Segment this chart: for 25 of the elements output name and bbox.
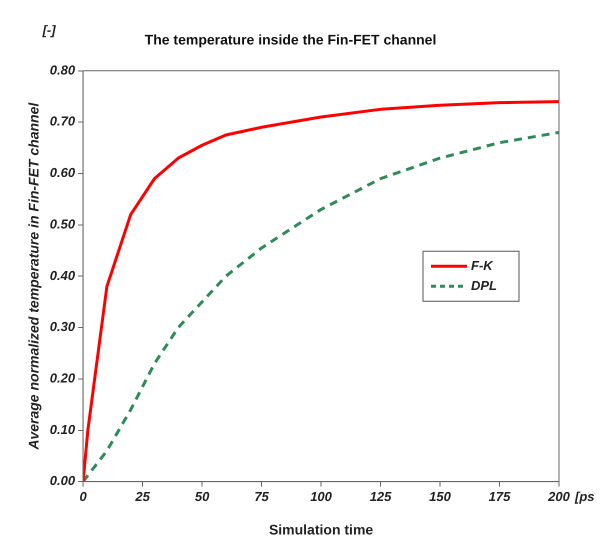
x-tick-label: 125	[370, 488, 392, 504]
x-tick-label: 175	[488, 488, 512, 504]
x-tick-label: 25	[134, 488, 151, 504]
legend-label: DPL	[471, 278, 498, 293]
y-tick-label: 0.30	[50, 319, 76, 334]
x-tick-label: 200	[547, 488, 571, 504]
text: [-]	[42, 22, 56, 38]
x-tick-label: 100	[310, 488, 333, 504]
x-tick-label: 150	[429, 488, 452, 504]
y-axis-title: Average normalized temperature in Fin-FET channel	[25, 102, 42, 451]
text: [ps	[574, 489, 594, 504]
x-tick-label: 50	[194, 488, 210, 504]
y-tick-label: 0.00	[50, 473, 76, 488]
y-tick-label: 0.20	[50, 370, 76, 386]
y-tick-label: 0.40	[50, 268, 76, 283]
x-tick-label: 75	[254, 488, 270, 504]
x-axis-title: Simulation time	[268, 521, 374, 538]
y-tick-label: 0.50	[50, 216, 76, 232]
legend-label: F-K	[471, 258, 494, 273]
chart-title: The temperature inside the Fin-FET channel	[144, 31, 436, 48]
y-tick-label: 0.70	[50, 114, 76, 129]
y-tick-label: 0.60	[50, 165, 76, 180]
x-tick-label: 0	[79, 488, 88, 504]
y-tick-label: 0.80	[50, 62, 76, 78]
y-tick-label: 0.10	[50, 422, 76, 437]
